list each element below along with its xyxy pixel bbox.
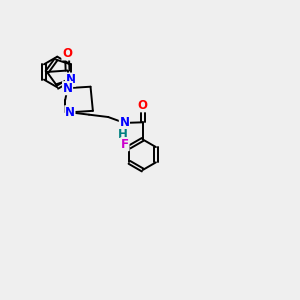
Text: O: O — [138, 99, 148, 112]
Text: N: N — [119, 116, 129, 129]
Text: N: N — [65, 106, 75, 119]
Text: O: O — [62, 47, 72, 60]
Text: F: F — [121, 138, 129, 151]
Text: N: N — [65, 73, 76, 86]
Text: N: N — [63, 82, 73, 95]
Text: H: H — [117, 128, 127, 141]
